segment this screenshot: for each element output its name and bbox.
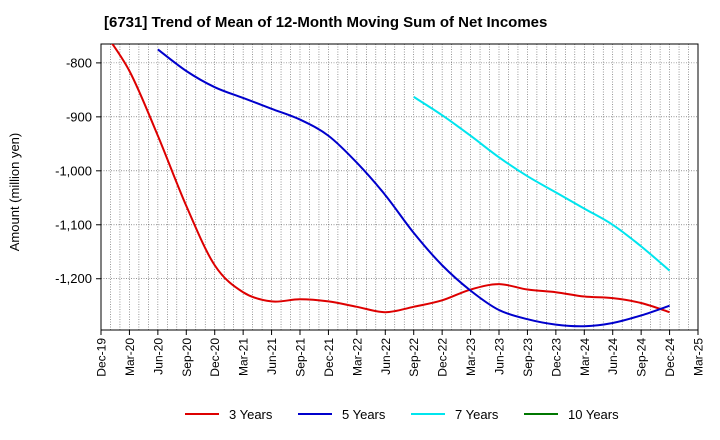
x-tick-label: Mar-25 — [692, 338, 706, 376]
legend-item-3-years: 3 Years — [185, 402, 272, 426]
axes — [96, 43, 699, 335]
x-tick-label: Jun-22 — [379, 338, 393, 375]
series-line-5-years — [157, 48, 670, 328]
x-tick-label: Sep-24 — [635, 338, 649, 377]
grid-lines — [101, 44, 698, 330]
x-tick-label: Jun-20 — [151, 338, 165, 375]
chart-title: [6731] Trend of Mean of 12-Month Moving … — [104, 14, 548, 31]
y-axis-label: Amount (million yen) — [7, 133, 22, 252]
legend-item-10-years: 10 Years — [524, 402, 619, 426]
legend-label: 5 Years — [342, 406, 386, 422]
legend-swatch — [185, 413, 219, 415]
x-tick-label: Sep-22 — [407, 338, 421, 377]
y-tick-label: -1,200 — [55, 271, 92, 286]
x-tick-label: Mar-24 — [578, 338, 592, 376]
plot-frame — [100, 43, 699, 331]
legend-swatch — [411, 413, 445, 415]
x-tick-label: Jun-24 — [606, 338, 620, 375]
x-tick-label: Mar-20 — [123, 338, 137, 376]
legend-item-7-years: 7 Years — [411, 402, 498, 426]
y-tick-label: -800 — [66, 55, 92, 70]
legend-label: 7 Years — [455, 406, 499, 422]
y-tick-label: -900 — [66, 109, 92, 124]
x-tick-label: Jun-23 — [493, 338, 507, 375]
y-tick-label: -1,000 — [55, 163, 92, 178]
legend-label: 3 Years — [229, 406, 273, 422]
x-tick-label: Sep-23 — [521, 338, 535, 377]
x-tick-label: Mar-21 — [237, 338, 251, 376]
series-line-7-years — [413, 96, 671, 272]
legend-swatch — [524, 413, 558, 415]
x-tick-label: Dec-23 — [549, 338, 563, 377]
x-tick-label: Mar-23 — [464, 338, 478, 376]
legend-swatch — [298, 413, 332, 415]
x-tick-label: Dec-24 — [663, 338, 677, 377]
x-tick-label: Mar-22 — [350, 338, 364, 376]
series-lines — [111, 44, 671, 328]
legend: 3 Years 5 Years 7 Years 10 Years — [0, 402, 720, 426]
x-tick-label: Dec-19 — [95, 338, 109, 377]
series-line-3-years — [111, 44, 670, 314]
legend-item-5-years: 5 Years — [298, 402, 385, 426]
x-tick-label: Dec-22 — [436, 338, 450, 377]
y-tick-label: -1,100 — [55, 217, 92, 232]
x-tick-label: Dec-20 — [208, 338, 222, 377]
x-tick-label: Jun-21 — [265, 338, 279, 375]
tick-labels: -800 -900 -1,000 -1,100 -1,200 Dec-19 Mar-20 Ju… — [55, 55, 705, 376]
x-tick-label: Sep-21 — [294, 338, 308, 377]
legend-label: 10 Years — [568, 406, 619, 422]
x-tick-label: Dec-21 — [322, 338, 336, 377]
x-tick-label: Sep-20 — [180, 338, 194, 377]
